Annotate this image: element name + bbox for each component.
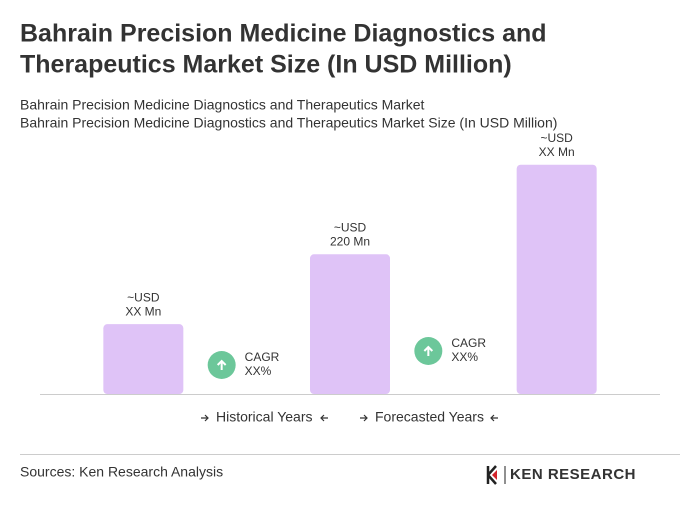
- legend-label: Historical Years: [216, 409, 313, 425]
- legend-arrows: [201, 414, 498, 422]
- subtitle: Bahrain Precision Medicine Diagnostics a…: [20, 115, 557, 131]
- bar: [103, 324, 184, 394]
- chart-title: Bahrain Precision Medicine Diagnostics a…: [20, 20, 547, 48]
- subtitle: Bahrain Precision Medicine Diagnostics a…: [20, 97, 424, 113]
- bar: [516, 164, 597, 394]
- value-label: XX Mn: [125, 304, 161, 318]
- source: Sources: Ken Research Analysis: [20, 464, 223, 480]
- value-label: ~USD: [540, 131, 573, 145]
- bar: [310, 254, 390, 394]
- value-label: ~USD: [127, 290, 160, 304]
- legend-label: Forecasted Years: [375, 409, 484, 425]
- cagr-label: CAGR: [245, 350, 280, 364]
- logo-text: KEN RESEARCH: [510, 466, 636, 483]
- chart-title: Therapeutics Market Size (In USD Million…: [20, 51, 512, 79]
- cagr-label: XX%: [451, 350, 478, 364]
- value-label: ~USD: [334, 220, 367, 234]
- logo-icon: [486, 465, 506, 485]
- value-label: XX Mn: [539, 145, 575, 159]
- cagr-arrow: [216, 359, 227, 370]
- cagr-label: XX%: [245, 364, 272, 378]
- value-label: 220 Mn: [330, 234, 370, 248]
- cagr-label: CAGR: [451, 336, 486, 350]
- cagr-arrow: [423, 345, 434, 356]
